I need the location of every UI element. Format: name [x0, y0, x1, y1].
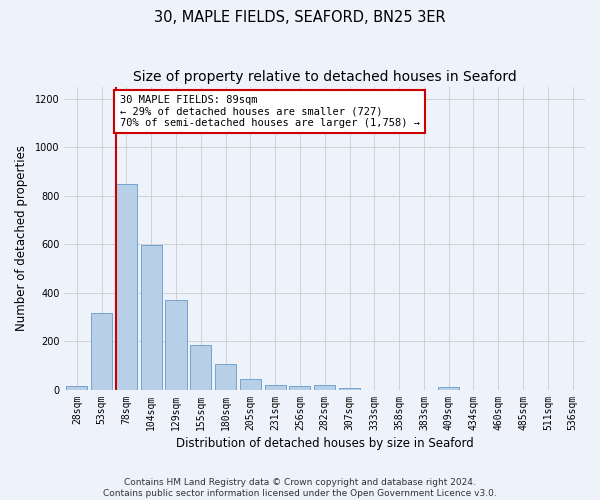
Bar: [66, 386, 88, 390]
Text: Contains HM Land Registry data © Crown copyright and database right 2024.
Contai: Contains HM Land Registry data © Crown c…: [103, 478, 497, 498]
Text: 30 MAPLE FIELDS: 89sqm
← 29% of detached houses are smaller (727)
70% of semi-de: 30 MAPLE FIELDS: 89sqm ← 29% of detached…: [119, 95, 419, 128]
Bar: [116, 184, 137, 390]
Title: Size of property relative to detached houses in Seaford: Size of property relative to detached ho…: [133, 70, 517, 84]
Bar: [190, 345, 211, 390]
Bar: [215, 364, 236, 390]
Text: 30, MAPLE FIELDS, SEAFORD, BN25 3ER: 30, MAPLE FIELDS, SEAFORD, BN25 3ER: [154, 10, 446, 25]
Bar: [289, 386, 310, 390]
Bar: [166, 300, 187, 390]
Bar: [339, 388, 360, 390]
Bar: [91, 314, 112, 390]
Bar: [240, 378, 261, 390]
Bar: [438, 387, 459, 390]
Y-axis label: Number of detached properties: Number of detached properties: [15, 145, 28, 331]
Bar: [265, 384, 286, 390]
X-axis label: Distribution of detached houses by size in Seaford: Distribution of detached houses by size …: [176, 437, 473, 450]
Bar: [314, 385, 335, 390]
Bar: [140, 245, 162, 390]
